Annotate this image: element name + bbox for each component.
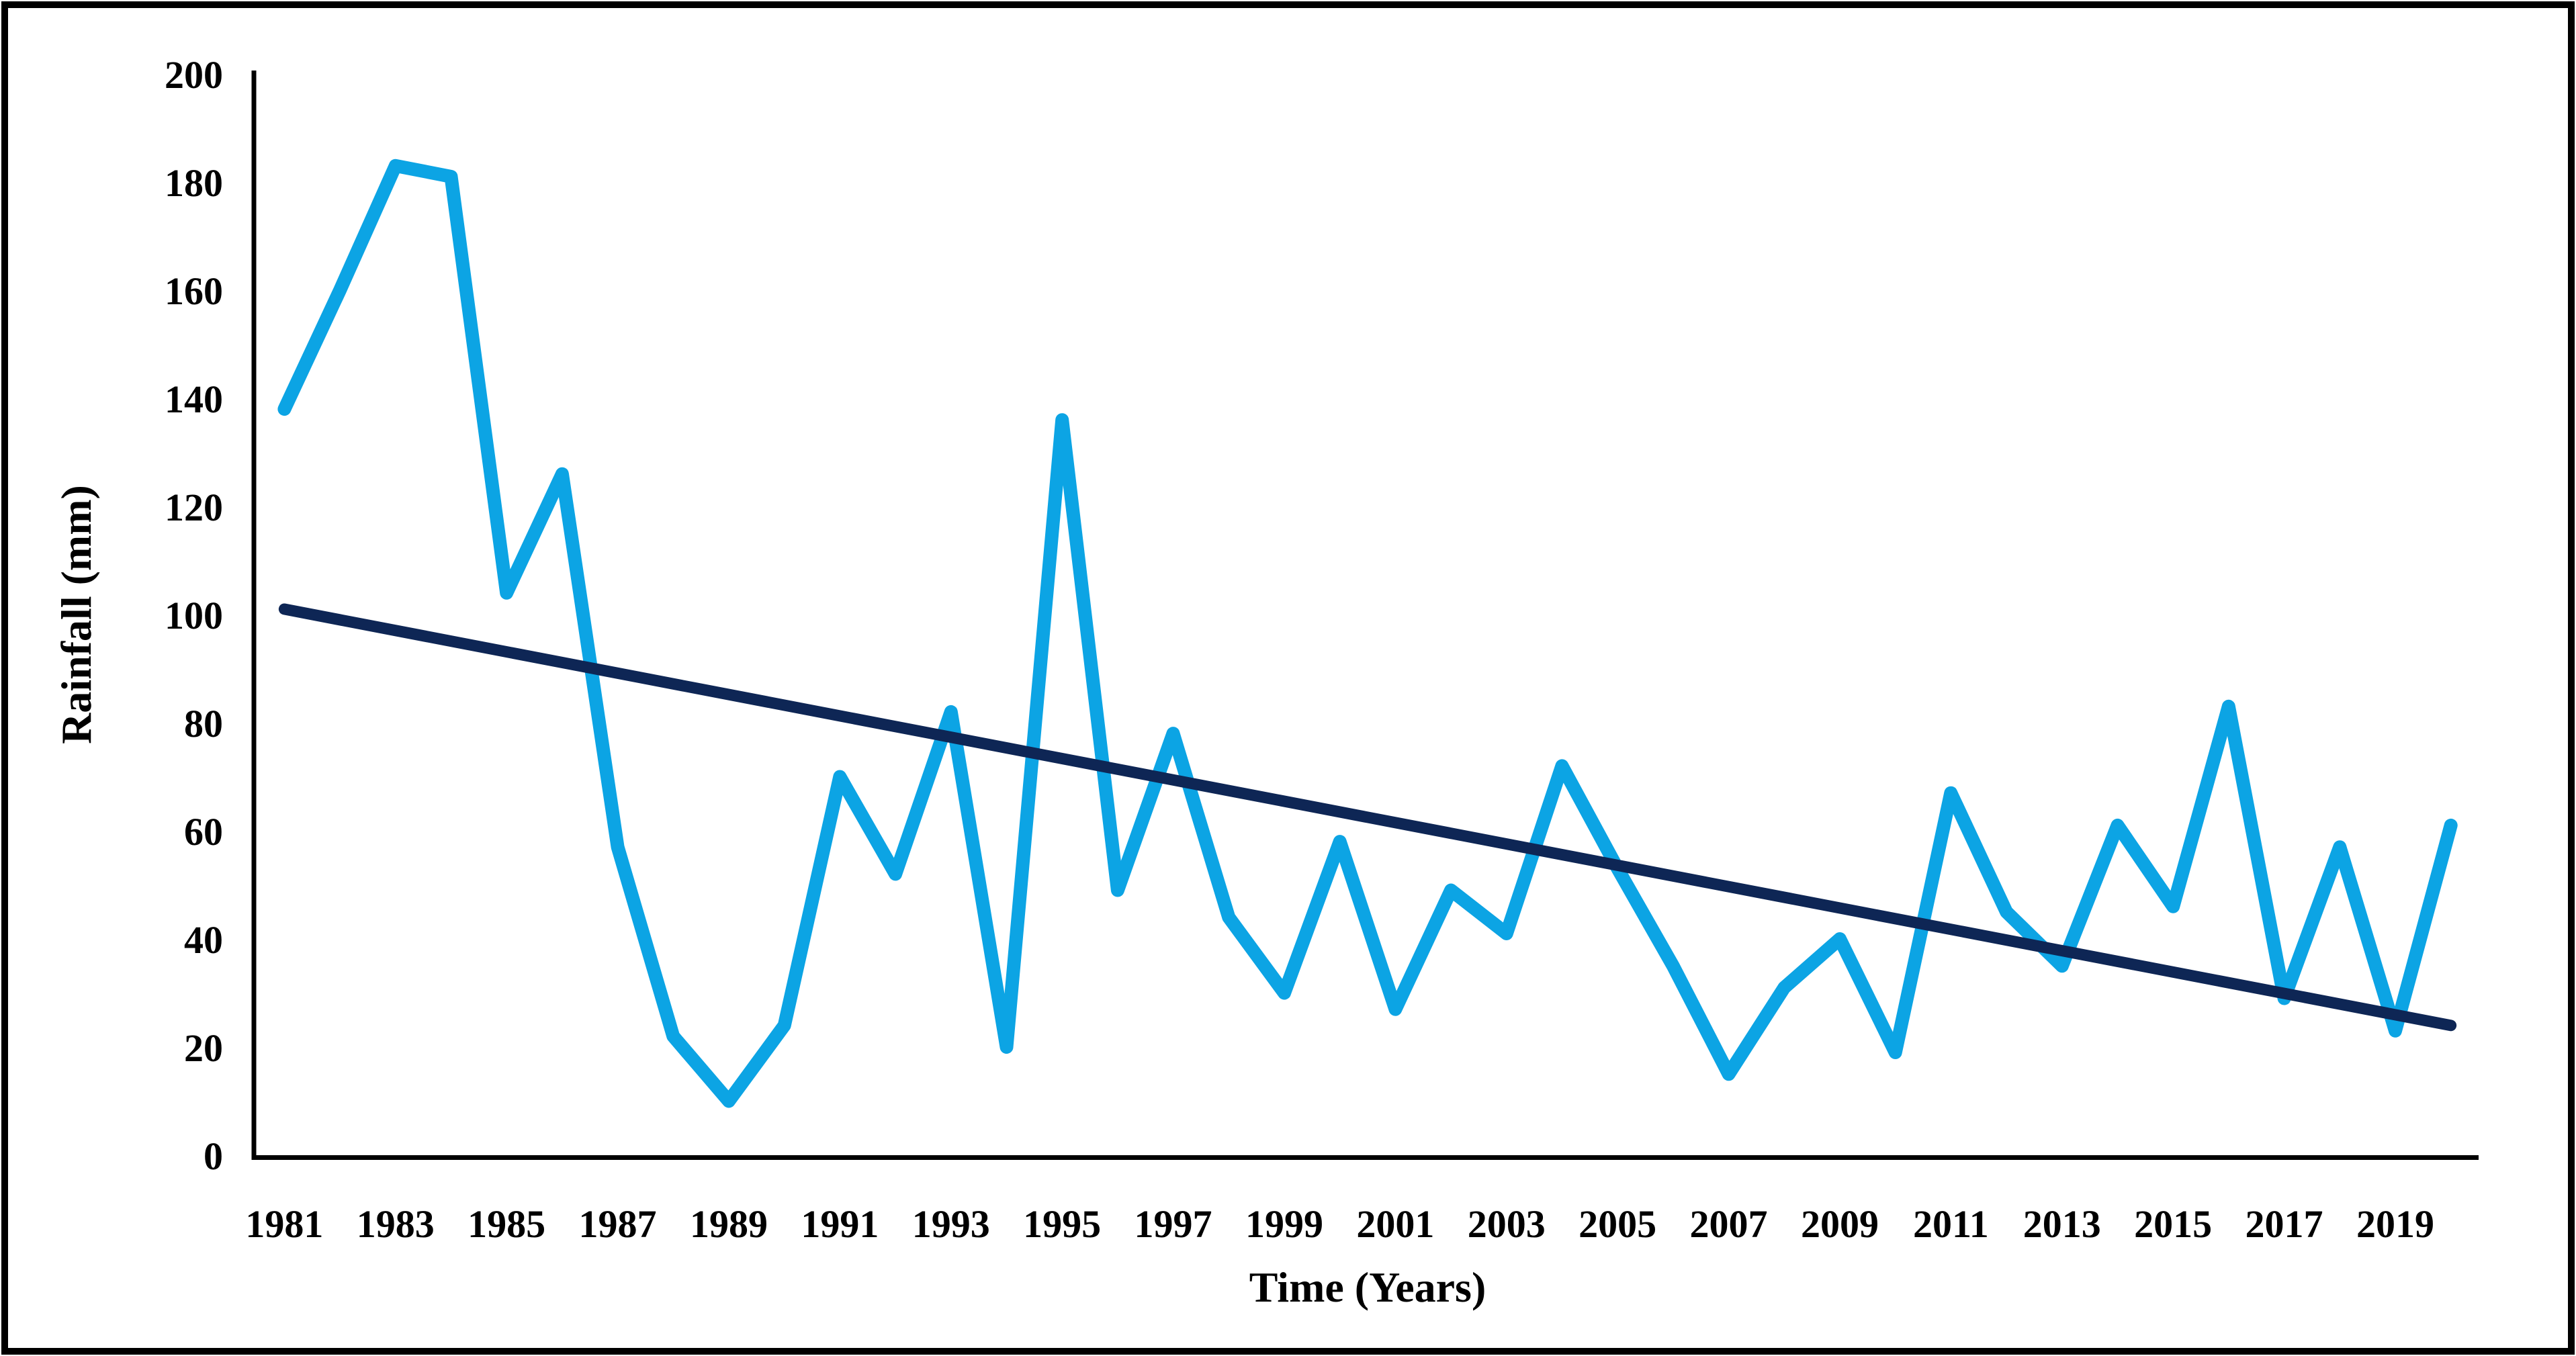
x-tick-label: 1985: [468, 1202, 545, 1246]
x-axis-title: Time (Years): [1249, 1263, 1486, 1311]
x-tick-label: 2015: [2134, 1202, 2212, 1246]
x-tick-label: 1981: [245, 1202, 323, 1246]
trend-line: [278, 603, 2457, 1032]
y-tick-label: 40: [184, 918, 223, 962]
x-tick-label: 1989: [690, 1202, 768, 1246]
x-tick-label: 1993: [912, 1202, 990, 1246]
y-tick-label: 0: [204, 1134, 223, 1178]
y-tick-label: 20: [184, 1026, 223, 1070]
x-tick-label: 2007: [1690, 1202, 1768, 1246]
y-tick-label: 120: [165, 486, 223, 529]
axes-lines: [251, 71, 2479, 1160]
y-tick-label: 140: [165, 377, 223, 421]
rainfall-series-line: [277, 159, 2458, 1108]
y-tick-label: 160: [165, 269, 223, 313]
y-tick-label: 100: [165, 594, 223, 637]
y-tick-label: 80: [184, 702, 223, 745]
y-tick-label: 200: [165, 53, 223, 97]
x-tick-label: 2001: [1356, 1202, 1434, 1246]
x-tick-label: 1997: [1135, 1202, 1212, 1246]
x-tick-label: 2013: [2023, 1202, 2101, 1246]
y-tick-label: 60: [184, 810, 223, 854]
x-tick-label: 2019: [2356, 1202, 2434, 1246]
x-tick-label: 2005: [1579, 1202, 1656, 1246]
x-tick-label: 1995: [1023, 1202, 1101, 1246]
y-tick-label: 180: [165, 161, 223, 205]
x-tick-label: 1999: [1245, 1202, 1323, 1246]
x-tick-label: 1987: [579, 1202, 657, 1246]
x-tick-label: 2017: [2246, 1202, 2323, 1246]
x-tick-label: 2011: [1913, 1202, 1989, 1246]
x-tick-label: 1991: [801, 1202, 879, 1246]
x-tick-label: 2009: [1801, 1202, 1879, 1246]
x-tick-label: 2003: [1468, 1202, 1546, 1246]
x-tick-label: 1983: [357, 1202, 435, 1246]
y-axis-title: Rainfall (mm): [52, 485, 100, 744]
